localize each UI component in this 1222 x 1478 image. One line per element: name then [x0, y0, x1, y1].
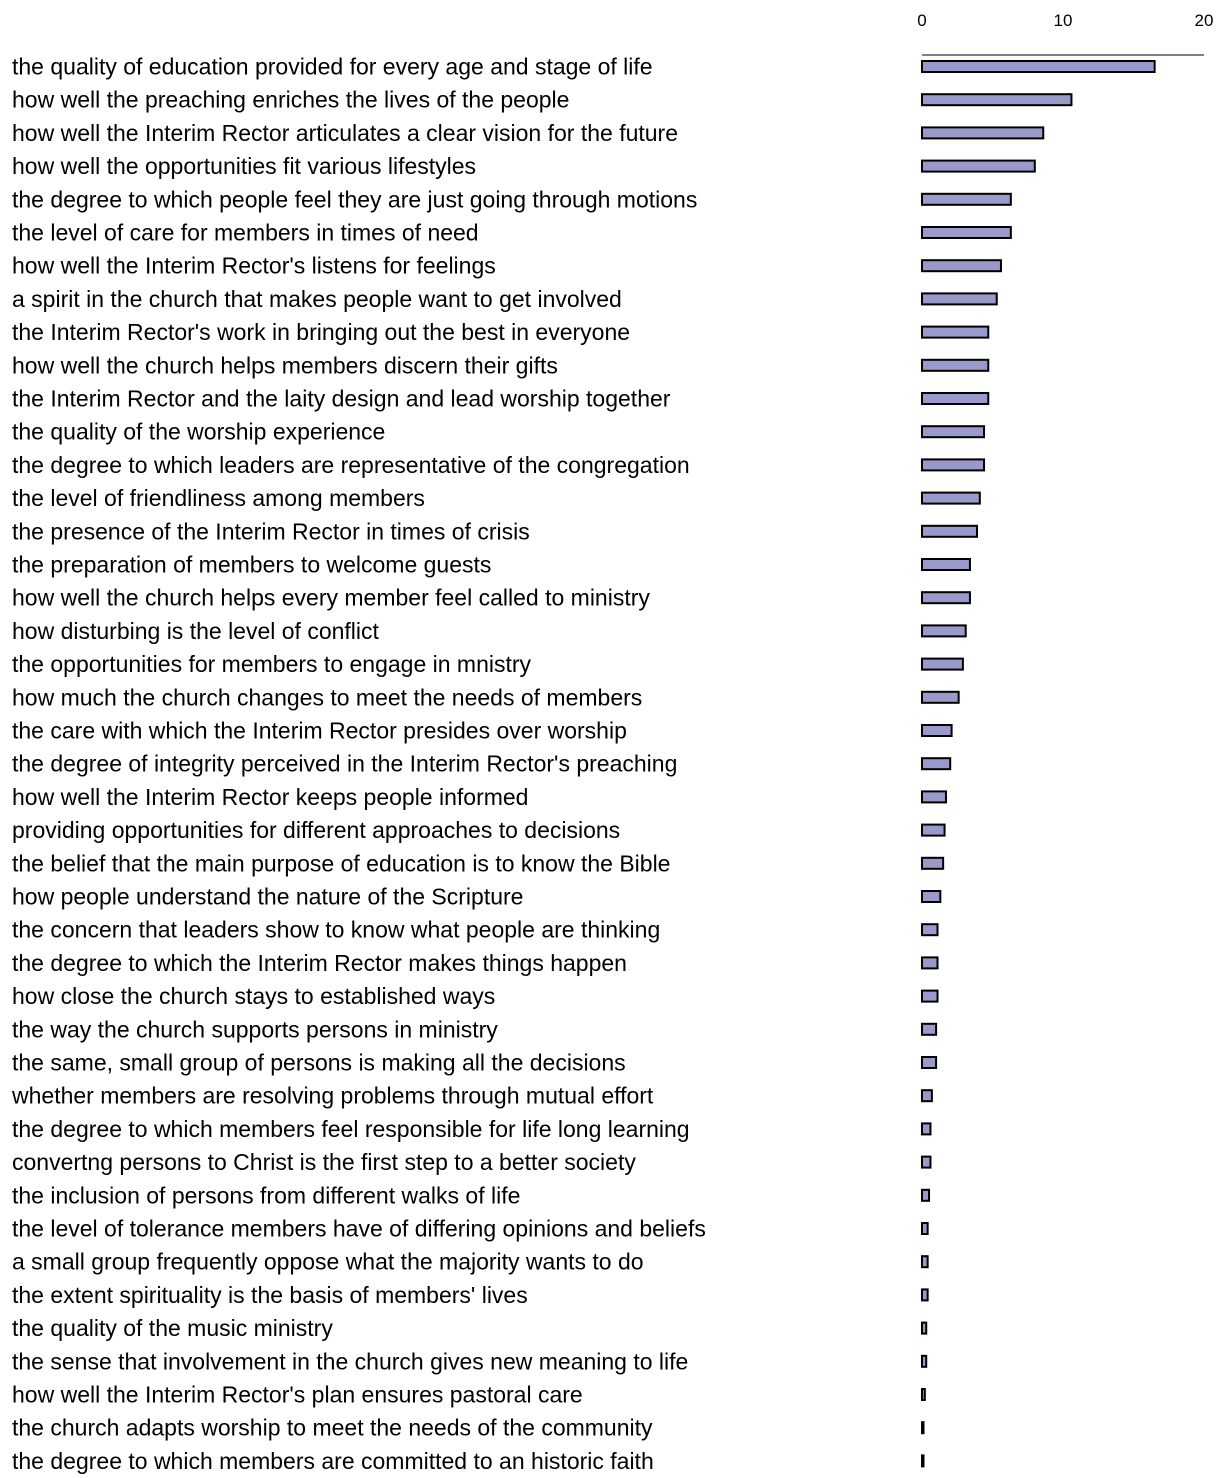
category-label: convertng persons to Christ is the first…: [12, 1149, 636, 1175]
bar: [921, 923, 939, 937]
bar: [921, 159, 1036, 173]
category-label: how well the Interim Rector's plan ensur…: [12, 1382, 583, 1408]
category-label: the presence of the Interim Rector in ti…: [12, 518, 530, 544]
bar: [921, 1222, 929, 1235]
bar: [921, 1089, 933, 1103]
category-label: the church adapts worship to meet the ne…: [12, 1415, 653, 1441]
x-axis-tick-labels: 0 10 20: [917, 11, 1213, 30]
bar: [921, 657, 964, 671]
category-label: how well the opportunities fit various l…: [12, 153, 476, 179]
category-label: the quality of the worship experience: [12, 419, 385, 445]
bar: [921, 458, 986, 472]
bar: [921, 226, 1012, 239]
bar: [921, 823, 946, 837]
category-label: the level of care for members in times o…: [12, 220, 479, 246]
bar: [921, 724, 953, 737]
category-label: how much the church changes to meet the …: [12, 684, 642, 710]
category-label: a small group frequently oppose what the…: [12, 1249, 644, 1275]
category-label: whether members are resolving problems t…: [11, 1083, 654, 1109]
bar: [921, 1255, 929, 1269]
bar: [921, 1188, 931, 1202]
bar: [921, 989, 939, 1003]
category-label: the Interim Rector's work in bringing ou…: [12, 319, 630, 345]
category-label: how people understand the nature of the …: [12, 884, 523, 910]
bar: [921, 1321, 928, 1335]
bar: [921, 690, 960, 704]
category-label: how well the church helps every member f…: [12, 585, 650, 611]
bar: [921, 624, 967, 638]
bar: [921, 358, 990, 372]
category-label: how well the preaching enriches the live…: [12, 87, 569, 113]
category-label: the degree to which leaders are represen…: [12, 452, 690, 478]
bar: [921, 60, 1156, 73]
bar: [921, 757, 952, 771]
x-tick-label: 10: [1054, 11, 1073, 30]
bar: [921, 790, 947, 804]
bar: [921, 558, 971, 571]
bar: [921, 292, 998, 306]
category-label: the quality of education provided for ev…: [12, 54, 653, 80]
category-label: the care with which the Interim Rector p…: [12, 718, 627, 744]
category-label: a spirit in the church that makes people…: [12, 286, 622, 312]
bar: [921, 524, 978, 538]
category-label: the inclusion of persons from different …: [12, 1182, 520, 1208]
x-tick-label: 20: [1195, 11, 1214, 30]
bar: [921, 192, 1012, 206]
bars: [921, 60, 1156, 1468]
category-label: the way the church supports persons in m…: [12, 1016, 498, 1042]
category-label: the degree to which members feel respons…: [12, 1116, 690, 1142]
bar: [921, 126, 1045, 140]
category-label: how well the Interim Rector keeps people…: [12, 784, 528, 810]
bar: [921, 392, 990, 405]
bar: [921, 1288, 929, 1302]
bar: [921, 93, 1073, 107]
bar: [921, 1056, 938, 1069]
category-label: the same, small group of persons is maki…: [12, 1050, 626, 1076]
bar: [921, 856, 945, 870]
bar: [921, 1122, 932, 1136]
x-tick-label: 0: [917, 11, 926, 30]
category-label: the sense that involvement in the church…: [12, 1348, 688, 1374]
category-label: how well the Interim Rector's listens fo…: [12, 253, 496, 279]
category-label: how well the church helps members discer…: [12, 352, 558, 378]
category-label: the level of tolerance members have of d…: [12, 1216, 706, 1242]
category-label: the quality of the music ministry: [12, 1315, 333, 1341]
bar: [921, 259, 1002, 273]
bar: [921, 325, 990, 339]
bar: [921, 1155, 932, 1169]
category-label: the level of friendliness among members: [12, 485, 425, 511]
category-label: providing opportunities for different ap…: [12, 817, 620, 843]
category-label: the degree to which people feel they are…: [12, 186, 697, 212]
category-label: the preparation of members to welcome gu…: [12, 552, 491, 578]
category-label: how disturbing is the level of conflict: [12, 618, 380, 644]
category-label: the degree to which the Interim Rector m…: [12, 950, 627, 976]
category-label: the concern that leaders show to know wh…: [12, 917, 660, 943]
bar: [921, 1454, 925, 1468]
bar: [921, 890, 942, 903]
bar: [921, 1388, 926, 1401]
category-label: the opportunities for members to engage …: [12, 651, 532, 677]
bar: [921, 491, 981, 505]
bar: [921, 1022, 938, 1036]
bar: [921, 591, 971, 605]
category-label: the extent spirituality is the basis of …: [12, 1282, 528, 1308]
category-label: the belief that the main purpose of educ…: [12, 850, 670, 876]
bar: [921, 1354, 928, 1368]
category-label: how well the Interim Rector articulates …: [12, 120, 678, 146]
category-label: the degree to which members are committe…: [12, 1448, 654, 1474]
bar: [921, 1421, 925, 1435]
bar: [921, 956, 939, 970]
category-labels: the quality of education provided for ev…: [11, 54, 706, 1474]
category-label: how close the church stays to establishe…: [12, 983, 495, 1009]
category-label: the Interim Rector and the laity design …: [12, 386, 671, 412]
category-label: the degree of integrity perceived in the…: [12, 751, 677, 777]
bar: [921, 425, 986, 439]
